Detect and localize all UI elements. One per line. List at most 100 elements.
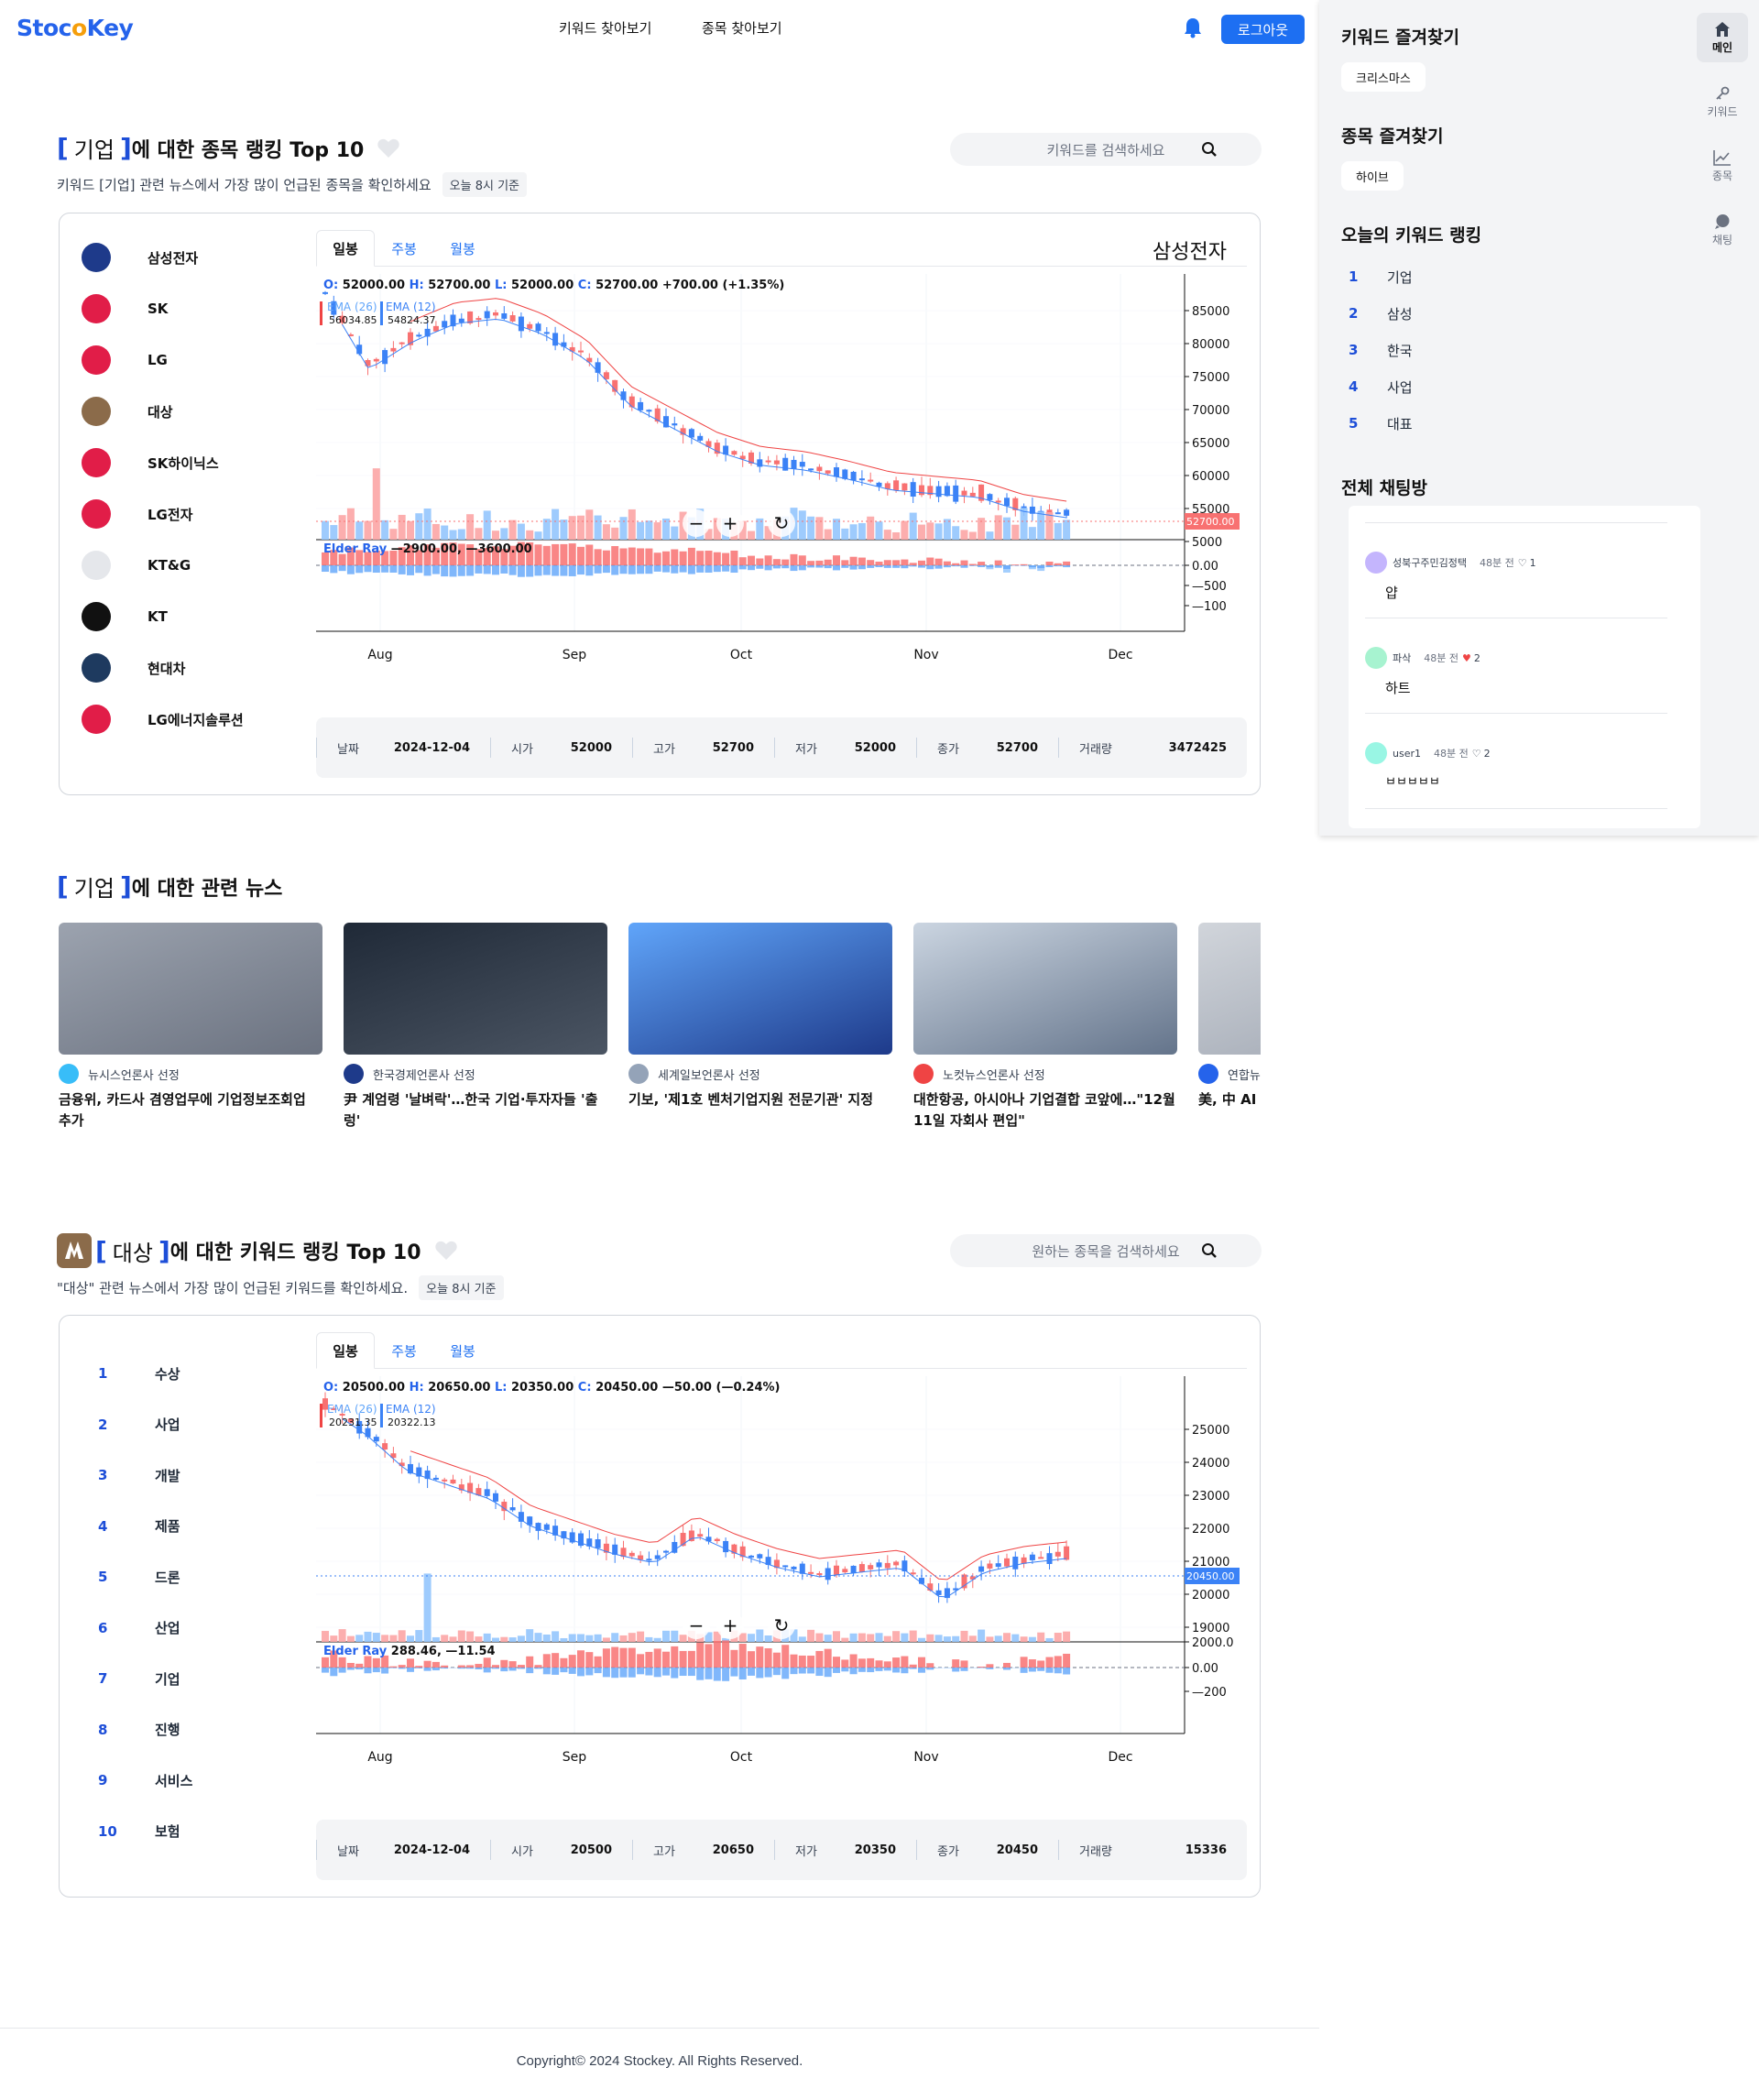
news-card[interactable]: 뉴시스언론사 선정 금융위, 카드사 겸영업무에 기업정보조회업 추가 <box>59 923 322 1133</box>
tab-monthly[interactable]: 월봉 <box>450 1342 475 1360</box>
stock-rank-item[interactable]: SK하이닉스 <box>82 444 219 481</box>
info-cell: 거래량 3472425 <box>1058 738 1247 758</box>
stock-search-input[interactable]: 원하는 종목을 검색하세요 <box>950 1234 1262 1267</box>
heart-icon[interactable] <box>434 1240 458 1262</box>
volume-bar <box>671 1630 679 1642</box>
keyword-rank-item[interactable]: 1 수상 <box>98 1365 180 1383</box>
today-rank-item[interactable]: 5 대표 <box>1349 415 1413 432</box>
news-headline[interactable]: 금융위, 카드사 겸영업무에 기업정보조회업 추가 <box>59 1091 306 1129</box>
volume-bar <box>415 1630 423 1642</box>
stock-rank-item[interactable]: 삼성전자 <box>82 239 198 276</box>
stock-rank-item[interactable]: LG전자 <box>82 496 192 532</box>
chat-item-3[interactable]: user1 48분 전 ♡ 2 <box>1365 742 1491 764</box>
elder-bar <box>338 565 346 572</box>
keyword-fav-chip[interactable]: 크리스마스 <box>1341 62 1426 92</box>
today-rank-item[interactable]: 2 삼성 <box>1349 305 1413 323</box>
tab-daily[interactable]: 일봉 <box>316 1332 375 1369</box>
stock-rank-item[interactable]: SK <box>82 290 168 327</box>
zoom-out-button[interactable]: − <box>683 1612 710 1639</box>
keyword-search-input[interactable]: 키워드를 검색하세요 <box>950 133 1262 166</box>
stock-rank-item[interactable]: KT <box>82 598 168 635</box>
elder-bar <box>994 560 1002 565</box>
today-rank-item[interactable]: 4 사업 <box>1349 378 1413 396</box>
section1-subtitle: 키워드 [기업] 관련 뉴스에서 가장 많이 언급된 종목을 확인하세요 오늘 8… <box>57 172 527 197</box>
tab-daily[interactable]: 일봉 <box>316 230 375 267</box>
nav-stock-search[interactable]: 종목 찾아보기 <box>702 20 782 37</box>
news-thumbnail[interactable] <box>59 923 322 1055</box>
keyword-rank-item[interactable]: 9 서비스 <box>98 1772 193 1789</box>
zoom-in-button[interactable]: + <box>716 1612 744 1639</box>
search-icon[interactable] <box>1201 1242 1218 1259</box>
stock-rank-item[interactable]: KT&G <box>82 547 191 584</box>
zoom-out-button[interactable]: − <box>683 509 710 537</box>
reset-zoom-button[interactable]: ↻ <box>768 1612 795 1639</box>
candle-body <box>799 1563 805 1574</box>
volume-bar <box>841 1637 849 1642</box>
news-card[interactable]: 노컷뉴스언론사 선정 대한항공, 아시아나 기업결합 코앞에…"12월11일 자회… <box>913 923 1177 1133</box>
news-thumbnail[interactable] <box>628 923 892 1055</box>
keyword-rank-item[interactable]: 2 사업 <box>98 1416 180 1434</box>
elder-bar <box>1037 1660 1045 1668</box>
elder-bar <box>926 565 934 570</box>
volume-bar <box>645 1636 653 1642</box>
rail-chat[interactable]: 채팅 <box>1697 205 1748 255</box>
candlestick-chart-2[interactable]: Aug Sep Oct Nov Dec 25000 24000 23000 22000 21000… <box>316 1376 1247 1779</box>
keyword-rank-item[interactable]: 8 진행 <box>98 1721 180 1739</box>
news-headline[interactable]: 美, 中 AI 국 기업 수 <box>1198 1091 1261 1108</box>
rail-stock[interactable]: 종목 <box>1697 141 1748 191</box>
keyword-rank-item[interactable]: 7 기업 <box>98 1670 180 1688</box>
news-thumbnail[interactable] <box>1198 923 1261 1055</box>
nav-keyword-search[interactable]: 키워드 찾아보기 <box>559 20 652 37</box>
zoom-out-icon: − <box>689 1614 705 1636</box>
zoom-in-button[interactable]: + <box>716 509 744 537</box>
news-card[interactable]: 한국경제언론사 선정 尹 계엄령 '날벼락'…한국 기업·투자자들 '출렁' <box>344 923 607 1133</box>
chat-item-1[interactable]: 성북구주민김정택 48분 전 ♡ 1 <box>1365 552 1536 574</box>
stock-fav-chip[interactable]: 하이브 <box>1341 161 1404 191</box>
volume-bar <box>483 510 491 540</box>
volume-bar <box>943 519 951 540</box>
keyword-rank-item[interactable]: 10 보험 <box>98 1822 180 1841</box>
candle-body <box>356 345 363 355</box>
tab-weekly[interactable]: 주봉 <box>391 240 417 257</box>
y-tick-label: 2000.0 <box>1192 1636 1234 1650</box>
news-card[interactable]: 세계일보언론사 선정 기보, '제1호 벤처기업지원 전문기관' 지정 <box>628 923 892 1133</box>
volume-bar <box>952 1635 960 1642</box>
stock-rank-item[interactable]: LG에너지솔루션 <box>82 701 244 738</box>
bell-icon[interactable] <box>1183 16 1203 38</box>
stock-name: KT&G <box>147 557 191 574</box>
volume-bar <box>432 1636 440 1642</box>
stock-rank-item[interactable]: 대상 <box>82 393 173 430</box>
tab-monthly[interactable]: 월봉 <box>450 240 475 257</box>
stock-rank-item[interactable]: LG <box>82 342 168 378</box>
logo[interactable]: StocoKey <box>16 15 134 41</box>
logout-button[interactable]: 로그아웃 <box>1221 15 1305 44</box>
news-card[interactable]: 연합뉴 美, 中 AI 국 기업 수 <box>1198 923 1261 1133</box>
news-thumbnail[interactable] <box>344 923 607 1055</box>
news-headline[interactable]: 기보, '제1호 벤처기업지원 전문기관' 지정 <box>628 1091 874 1108</box>
news-headline[interactable]: 대한항공, 아시아나 기업결합 코앞에…"12월11일 자회사 편입" <box>913 1091 1175 1129</box>
reset-zoom-button[interactable]: ↻ <box>768 509 795 537</box>
news-headline[interactable]: 尹 계엄령 '날벼락'…한국 기업·투자자들 '출렁' <box>344 1091 598 1129</box>
volume-bar <box>748 1634 755 1642</box>
elder-bar <box>978 565 986 567</box>
elder-bar <box>526 541 534 565</box>
company-logo-icon <box>82 551 111 580</box>
candle-body <box>509 1507 516 1511</box>
chat-item-2[interactable]: 파삭 48분 전 ♥ 2 <box>1365 647 1480 669</box>
keyword-rank-item[interactable]: 4 제품 <box>98 1517 180 1536</box>
rail-main[interactable]: 메인 <box>1697 13 1748 62</box>
heart-icon[interactable] <box>377 137 400 159</box>
keyword-rank-item[interactable]: 6 산업 <box>98 1619 180 1637</box>
news-thumbnail[interactable] <box>913 923 1177 1055</box>
search-icon[interactable] <box>1201 141 1218 158</box>
today-rank-item[interactable]: 1 기업 <box>1349 268 1413 286</box>
keyword-rank-item[interactable]: 5 드론 <box>98 1569 180 1586</box>
elder-bar <box>807 1656 815 1668</box>
stock-rank-item[interactable]: 현대차 <box>82 650 185 686</box>
candlestick-chart-1[interactable]: Aug Sep Oct Nov Dec 85000 80000 75000 70000 65000… <box>316 274 1247 677</box>
news-source: 연합뉴 <box>1198 1062 1261 1086</box>
rail-keyword[interactable]: 키워드 <box>1697 77 1748 126</box>
tab-weekly[interactable]: 주봉 <box>391 1342 417 1360</box>
today-rank-item[interactable]: 3 한국 <box>1349 342 1413 359</box>
keyword-rank-item[interactable]: 3 개발 <box>98 1467 180 1484</box>
